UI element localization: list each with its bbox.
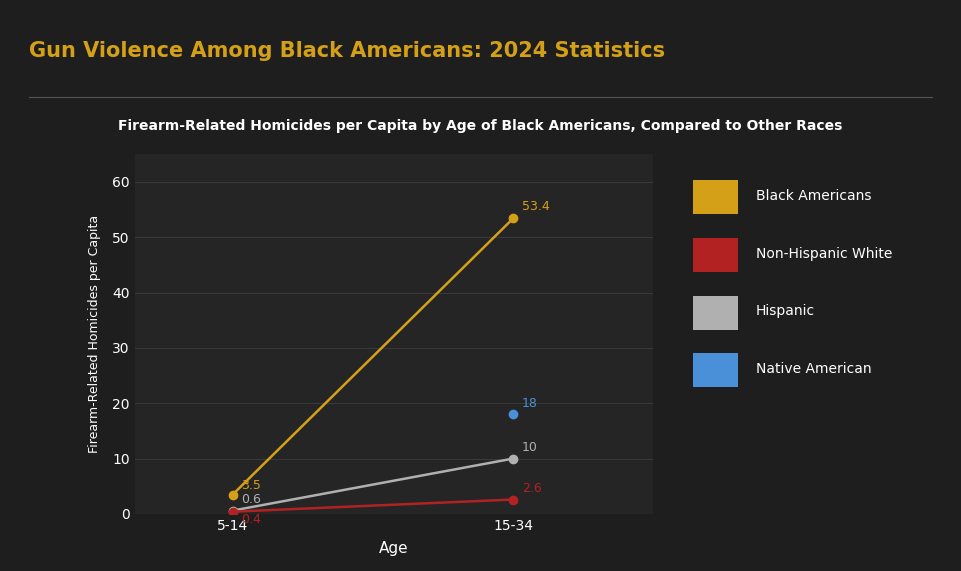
Text: Non-Hispanic White: Non-Hispanic White (755, 247, 892, 260)
Text: 0.4: 0.4 (241, 513, 261, 525)
FancyBboxPatch shape (694, 238, 738, 272)
Text: Firearm-Related Homicides per Capita by Age of Black Americans, Compared to Othe: Firearm-Related Homicides per Capita by … (118, 119, 843, 132)
FancyBboxPatch shape (694, 180, 738, 214)
Text: 2.6: 2.6 (522, 482, 541, 495)
FancyBboxPatch shape (694, 296, 738, 329)
Text: Hispanic: Hispanic (755, 304, 815, 318)
Text: Gun Violence Among Black Americans: 2024 Statistics: Gun Violence Among Black Americans: 2024… (29, 41, 665, 62)
Text: 53.4: 53.4 (522, 200, 550, 213)
Text: 18: 18 (522, 397, 537, 410)
X-axis label: Age: Age (380, 541, 408, 556)
FancyBboxPatch shape (694, 353, 738, 388)
Y-axis label: Firearm-Related Homicides per Capita: Firearm-Related Homicides per Capita (88, 215, 101, 453)
Text: 0.6: 0.6 (241, 493, 261, 506)
Text: Native American: Native American (755, 362, 872, 376)
Text: 3.5: 3.5 (241, 478, 261, 492)
Text: 10: 10 (522, 441, 537, 454)
Text: Black Americans: Black Americans (755, 189, 872, 203)
